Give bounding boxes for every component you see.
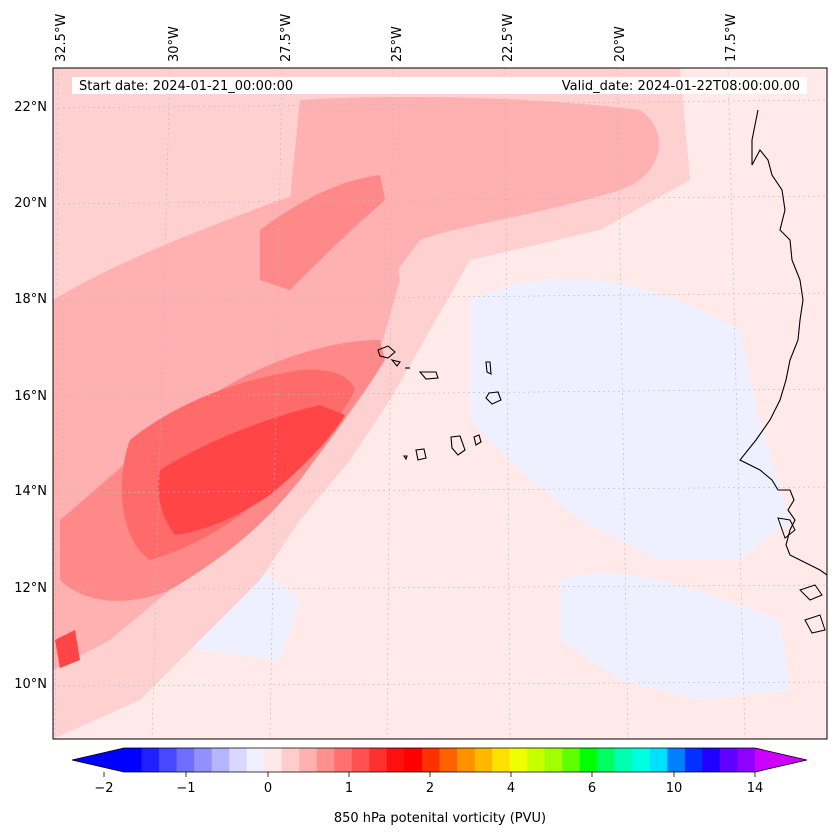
pv-negative-region (470, 278, 790, 560)
colorbar-cell (194, 748, 213, 772)
colorbar-cell (492, 748, 511, 772)
island-sao-nicolau (418, 371, 439, 380)
colorbar-tick-label: 14 (747, 781, 764, 796)
colorbar-tick-label: 10 (666, 781, 683, 796)
colorbar-cells (124, 748, 756, 772)
colorbar-cell (229, 748, 248, 772)
longitude-labels: 32.5°W 30°W 27.5°W 25°W 22.5°W 20°W 17.5°W (54, 14, 739, 62)
colorbar-cell (509, 748, 528, 772)
map-frame (52, 67, 828, 740)
pv-strong-region (260, 175, 385, 290)
colorbar-cell (684, 748, 703, 772)
colorbar-tick-label: 6 (588, 781, 596, 796)
colorbar-cell (597, 748, 616, 772)
latitude-label: 14°N (14, 484, 47, 499)
colorbar-cell (176, 748, 195, 772)
colorbar-cell (579, 748, 598, 772)
island-sao-vicente (390, 359, 401, 367)
island-fogo (415, 448, 427, 461)
colorbar-cell (667, 748, 686, 772)
graticule (53, 68, 827, 739)
colorbar-cell (614, 748, 633, 772)
colorbar-cell (141, 748, 160, 772)
longitude-label: 20°W (613, 26, 628, 62)
colorbar-cell (386, 748, 405, 772)
pv-max-region (55, 630, 80, 668)
colorbar-ticks: −2 −1 0 1 2 4 6 10 14 (94, 772, 763, 796)
colorbar-cell (439, 748, 458, 772)
pv-negative-region (560, 573, 790, 700)
latitude-label: 20°N (14, 196, 47, 211)
longitude-label: 30°W (167, 26, 182, 62)
colorbar-cell (632, 748, 651, 772)
island-boa-vista (485, 391, 502, 405)
colorbar-cell (299, 748, 318, 772)
start-date-text: Start date: 2024-01-21_00:00:00 (79, 79, 293, 94)
colorbar-tick-label: 2 (426, 781, 434, 796)
bijagos-islands (799, 584, 823, 601)
island-sal (485, 361, 492, 375)
colorbar-cell (369, 748, 388, 772)
island-santo-antao (377, 345, 396, 359)
colorbar-cell (264, 748, 283, 772)
bijagos-islands (804, 614, 826, 634)
longitude-label: 17.5°W (724, 14, 739, 62)
colorbar-outline (71, 747, 808, 773)
latitude-label: 10°N (14, 677, 47, 692)
colorbar-cell (562, 748, 581, 772)
latitude-label: 12°N (14, 581, 47, 596)
coast-detail (777, 517, 796, 539)
colorbar-cell (159, 748, 178, 772)
cape-verde-islands (377, 345, 502, 461)
valid-date-text: Valid_date: 2024-01-22T08:00:00.00 (562, 79, 800, 94)
colorbar-cell (351, 748, 370, 772)
colorbar-cell (246, 748, 265, 772)
colorbar-cell (737, 748, 756, 772)
colorbar-cell (527, 748, 546, 772)
colorbar-tick-label: 1 (345, 781, 353, 796)
latitude-label: 22°N (14, 100, 47, 115)
colorbar-tick-label: 4 (507, 781, 515, 796)
latitude-label: 16°N (14, 389, 47, 404)
longitude-label: 27.5°W (279, 14, 294, 62)
colorbar-cell (334, 748, 353, 772)
latitude-labels: 22°N 20°N 18°N 16°N 14°N 12°N 10°N (14, 100, 47, 692)
colorbar-high-extension (755, 748, 807, 772)
colorbar-cell (544, 748, 563, 772)
longitude-label: 22.5°W (501, 14, 516, 62)
colorbar-low-extension (72, 748, 124, 772)
island-maio (473, 434, 482, 446)
colorbar: −2 −1 0 1 2 4 6 10 14 850 hPa potenital vorticit… (71, 747, 808, 826)
colorbar-cell (649, 748, 668, 772)
latitude-label: 18°N (14, 292, 47, 307)
colorbar-cell (474, 748, 493, 772)
colorbar-tick-label: −2 (94, 781, 113, 796)
colorbar-cell (316, 748, 335, 772)
island-santiago (450, 435, 466, 456)
longitude-label: 32.5°W (54, 14, 69, 62)
colorbar-cell (421, 748, 440, 772)
colorbar-cell (211, 748, 230, 772)
colorbar-tick-label: 0 (264, 781, 272, 796)
colorbar-label: 850 hPa potenital vorticity (PVU) (334, 811, 546, 826)
colorbar-cell (702, 748, 721, 772)
colorbar-cell (719, 748, 738, 772)
colorbar-cell (124, 748, 143, 772)
colorbar-tick-label: −1 (176, 781, 195, 796)
colorbar-cell (281, 748, 300, 772)
pv-max-region (158, 405, 345, 535)
colorbar-cell (457, 748, 476, 772)
island-brava (402, 455, 408, 461)
longitude-label: 25°W (390, 26, 405, 62)
colorbar-cell (404, 748, 423, 772)
map-panel (53, 68, 827, 739)
date-banner (72, 77, 807, 94)
